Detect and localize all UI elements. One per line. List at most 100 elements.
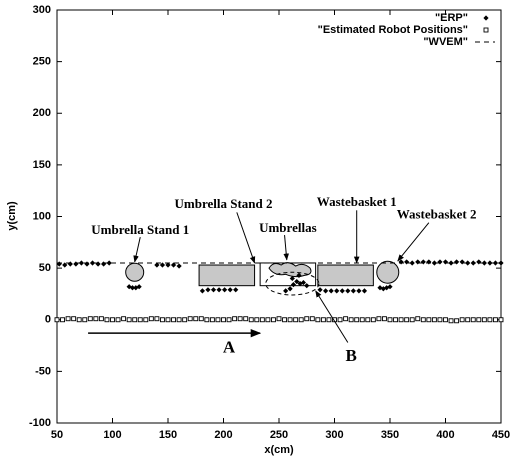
erp-point	[287, 286, 293, 292]
robot-position-point	[359, 317, 365, 323]
robot-position-point	[293, 317, 299, 323]
erp-point	[328, 288, 334, 294]
erp-point	[356, 288, 362, 294]
robot-position-point	[476, 317, 482, 323]
annotation-arrow	[315, 290, 349, 343]
erp-point	[199, 288, 206, 294]
robot-position-point	[159, 317, 165, 323]
robot-position-point	[248, 317, 254, 323]
erp-point	[317, 287, 323, 293]
robot-position-point	[110, 317, 115, 323]
robot-position-point	[315, 317, 321, 323]
erp-point	[216, 287, 222, 293]
x-tick-label: 400	[436, 429, 454, 441]
robot-position-point	[326, 317, 332, 323]
x-tick-label: 100	[103, 429, 121, 441]
x-tick-label: 50	[51, 429, 63, 441]
annotation-arrow	[283, 235, 289, 261]
y-tick-label: 300	[33, 4, 51, 16]
erp-point	[339, 288, 345, 294]
robot-position-point	[187, 316, 193, 322]
erp-point	[205, 287, 211, 293]
robot-position-point	[443, 317, 448, 323]
annotation-arrow	[133, 237, 141, 263]
robot-position-point	[337, 317, 343, 323]
robot-position-point	[498, 317, 504, 323]
erp-point	[176, 263, 182, 269]
y-tick-label: -50	[35, 365, 51, 377]
robot-position-point	[426, 317, 432, 323]
robot-position-point	[221, 317, 226, 323]
robot-position-point	[121, 316, 127, 322]
erp-point	[227, 287, 233, 293]
annotation: Umbrella Stand 1	[91, 222, 189, 237]
robot-position-point	[193, 316, 199, 322]
erp-point	[154, 262, 160, 268]
x-tick-label: 300	[325, 429, 343, 441]
robot-position-point	[60, 317, 65, 323]
robot-position-point	[148, 316, 154, 322]
erp-point	[476, 259, 482, 265]
robot-position-point	[87, 316, 93, 322]
erp-point	[431, 260, 437, 266]
erp-point	[84, 261, 90, 267]
legend-marker	[483, 27, 489, 33]
annotation: A	[223, 338, 236, 357]
robot-position-point	[243, 316, 249, 322]
y-tick-label: 50	[39, 262, 51, 274]
x-tick-label: 200	[214, 429, 232, 441]
robot-position-point	[226, 317, 232, 323]
erp-point	[404, 259, 410, 265]
robot-position-point	[171, 317, 177, 323]
robot-position-point	[71, 316, 77, 322]
erp-point	[289, 275, 295, 282]
erp-point	[492, 260, 499, 266]
erp-point	[437, 259, 443, 265]
robot-position-point	[376, 316, 382, 322]
robot-position-point	[298, 317, 304, 323]
erp-point	[283, 288, 289, 294]
robot-position-point	[54, 317, 60, 323]
robot-position-point	[348, 317, 354, 323]
erp-point	[129, 285, 136, 291]
legend-label: "ERP"	[435, 12, 468, 24]
erp-point	[210, 287, 217, 293]
robot-position-point	[137, 317, 143, 323]
robot-position-point	[320, 317, 326, 323]
robot-position-point	[437, 317, 443, 323]
erp-point	[78, 260, 85, 266]
x-tick-label: 350	[381, 429, 399, 441]
erp-point	[136, 284, 142, 290]
robot-position-point	[309, 316, 315, 322]
erp-point	[304, 283, 310, 289]
erp-point	[95, 261, 101, 267]
erp-point	[89, 260, 96, 266]
robot-position-point	[65, 316, 71, 322]
robot-position-point	[271, 317, 276, 323]
erp-point	[294, 278, 300, 285]
robot-position-point	[393, 317, 398, 323]
x-tick-label: 250	[270, 429, 288, 441]
erp-point	[398, 259, 404, 265]
legend-label: "WVEM"	[423, 36, 468, 48]
robot-position-point	[415, 316, 421, 322]
robot-position-point	[232, 316, 238, 322]
x-tick-label: 450	[492, 429, 510, 441]
erp-point	[296, 272, 302, 278]
robot-position-point	[370, 317, 376, 323]
erp-point	[380, 286, 386, 292]
robot-position-point	[104, 317, 110, 323]
erp-point	[459, 259, 465, 265]
erp-point	[448, 260, 454, 266]
y-tick-label: 150	[33, 159, 51, 171]
erp-point	[126, 284, 132, 290]
erp-point	[426, 259, 432, 265]
erp-point	[334, 288, 340, 294]
erp-point	[233, 287, 239, 293]
robot-position-point	[176, 317, 182, 323]
wastebasket-1-shape	[317, 264, 374, 287]
robot-position-point	[448, 318, 454, 324]
robot-position-point	[237, 316, 243, 322]
robot-position-point	[259, 317, 265, 323]
